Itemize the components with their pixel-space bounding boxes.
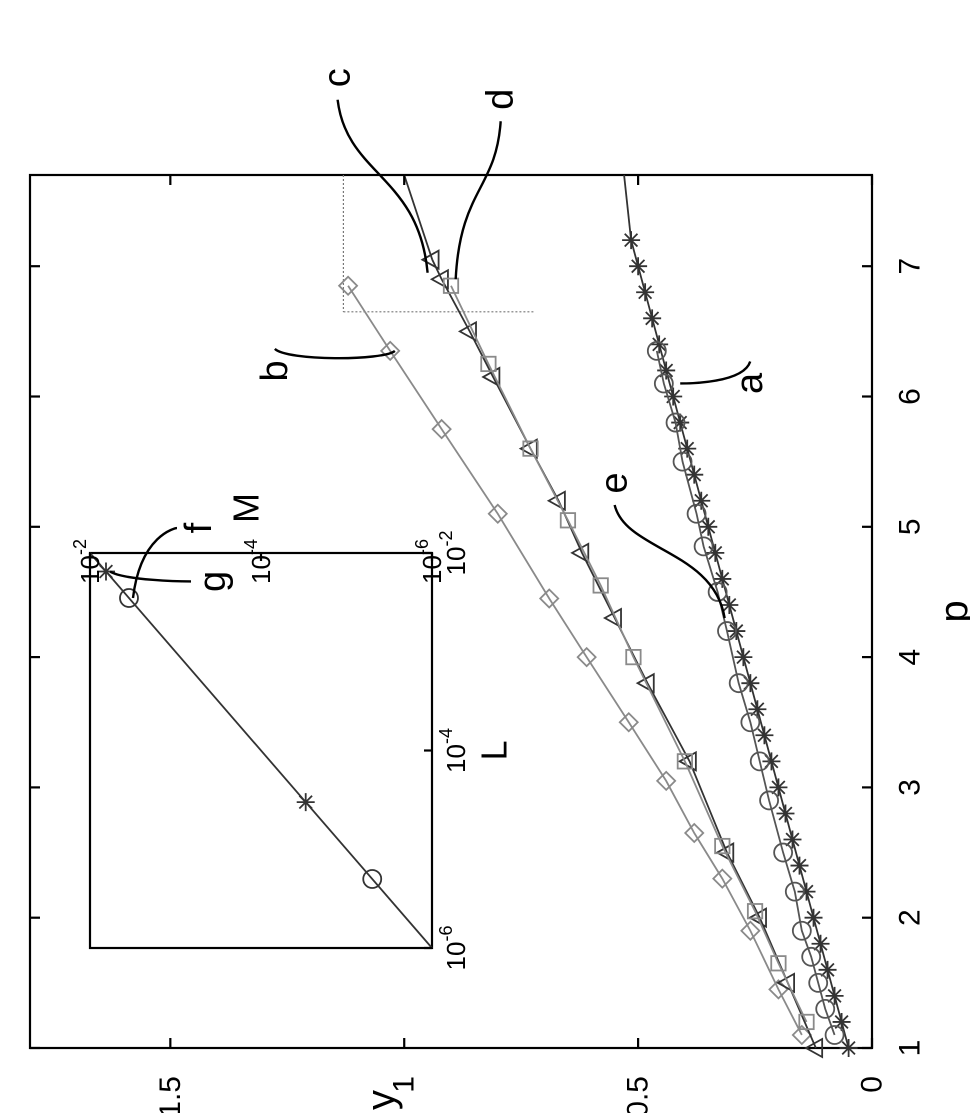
plot-frame: [30, 175, 872, 1048]
series-a-point: [755, 726, 773, 744]
series-a-point: [840, 1039, 858, 1057]
axis-labels: py: [359, 600, 970, 1110]
inset-series-g-point: [297, 793, 315, 811]
callout-label-c: c: [317, 68, 359, 87]
callout-label-d: d: [480, 89, 522, 110]
y-tick-label: 1.5: [154, 1076, 187, 1113]
callout-label-b: b: [254, 360, 296, 381]
plot-area: [30, 175, 872, 1048]
series-a-point: [783, 831, 801, 849]
series-a-point: [769, 778, 787, 796]
series-c-extension: [404, 175, 432, 260]
series-d-line: [451, 286, 807, 1022]
l-tick-label: 10-6: [436, 926, 471, 971]
series-a-point: [826, 987, 844, 1005]
series-a-extension: [624, 175, 631, 240]
p-tick-label: 5: [894, 518, 927, 535]
inset-fit-line: [90, 553, 432, 948]
m-tick-label: 10-2: [70, 539, 105, 584]
m-tick-label: 10-4: [241, 539, 276, 584]
axis-ticks: 123456700.511.5: [30, 175, 927, 1113]
y-tick-label: 0.5: [622, 1076, 655, 1113]
inset-callout-leader-g: [110, 571, 191, 581]
callouts: a b c d e: [254, 68, 771, 618]
p-tick-label: 7: [894, 258, 927, 275]
series-a-line: [631, 240, 849, 1048]
inset-callout-leader-f: [133, 528, 177, 598]
series-a-point: [776, 804, 794, 822]
series-a-point: [734, 648, 752, 666]
m-axis-label: M: [226, 493, 267, 523]
p-tick-label: 2: [894, 909, 927, 926]
series-a-point: [629, 257, 647, 275]
p-tick-label: 1: [894, 1040, 927, 1057]
series-a-point: [643, 309, 661, 327]
series-a-point: [812, 935, 830, 953]
inset-callout-label-g: g: [192, 571, 234, 592]
series-a-point: [790, 857, 808, 875]
y-tick-label: 0: [856, 1076, 889, 1093]
callout-leader-b: [275, 349, 395, 358]
inset-callout-label-f: f: [178, 522, 220, 533]
series-layer: [339, 175, 858, 1057]
l-tick-label: 10-4: [436, 728, 471, 773]
callout-leader-d: [456, 121, 501, 279]
series-a-point: [636, 283, 654, 301]
callout-leader-c: [338, 100, 428, 273]
p-tick-label: 6: [894, 388, 927, 405]
guide-lines: [343, 175, 535, 312]
l-axis-label: L: [474, 740, 515, 760]
p-tick-label: 3: [894, 779, 927, 796]
callout-label-e: e: [594, 472, 636, 493]
series-a-point: [819, 961, 837, 979]
callout-label-a: a: [729, 372, 771, 394]
y-axis-label: y: [359, 1090, 403, 1110]
inset-chart: 10-610-410-210-610-410-2LMfg: [70, 493, 515, 970]
p-tick-label: 4: [894, 649, 927, 666]
p-axis-label: p: [932, 600, 970, 622]
